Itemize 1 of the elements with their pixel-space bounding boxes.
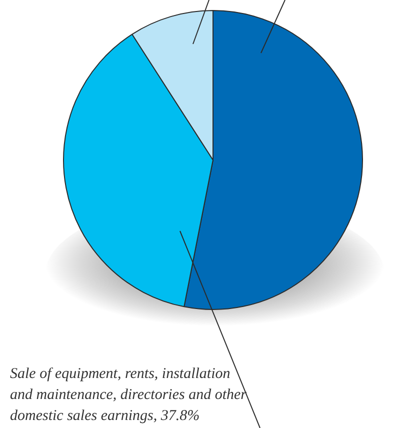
text: Sale of equipment, rents, installation and maintenance, directories and other domestic sales earnings, 37.8%: [10, 365, 248, 426]
